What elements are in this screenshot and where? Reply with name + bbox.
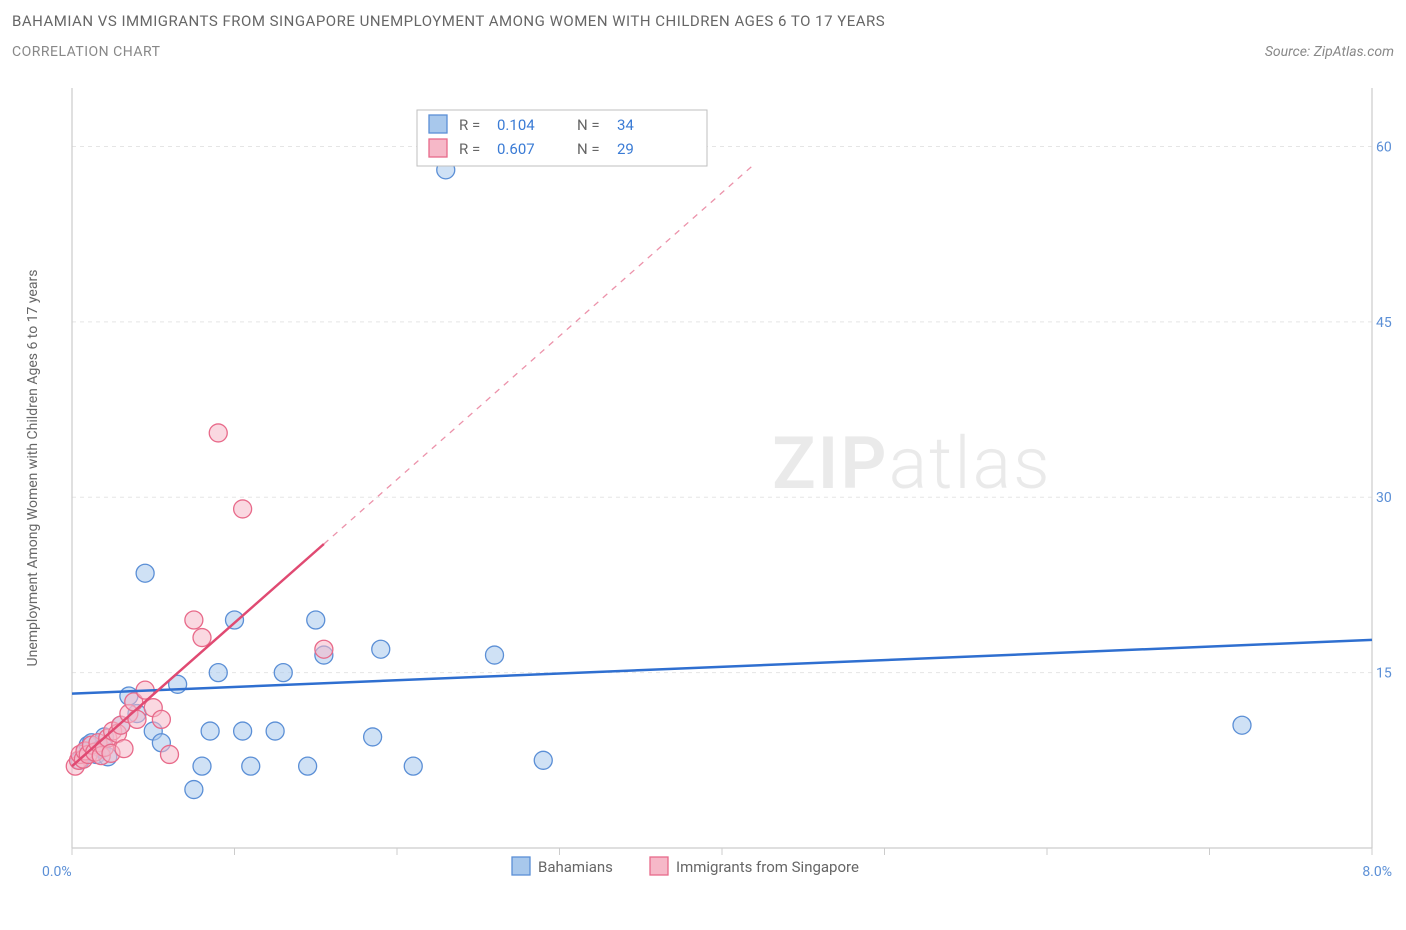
data-point [234, 722, 252, 740]
data-point [307, 611, 325, 629]
trend-line-extrapolated [324, 164, 755, 544]
y-axis-label: 15.0% [1376, 666, 1392, 682]
trend-line [72, 640, 1372, 694]
stats-swatch [429, 139, 447, 157]
data-point [486, 646, 504, 664]
data-point [274, 664, 292, 682]
scatter-chart: 0.0% 8.0% 15.0% 30.0% 45.0% 60.0% Unemployment… [12, 68, 1392, 908]
stats-r-value: 0.104 [497, 116, 535, 134]
y-axis-label: 30.0% [1376, 490, 1392, 506]
data-point [226, 611, 244, 629]
chart-title: BAHAMIAN VS IMMIGRANTS FROM SINGAPORE UN… [12, 12, 1394, 30]
data-point [185, 781, 203, 799]
legend-swatch [512, 857, 530, 875]
data-point [136, 564, 154, 582]
data-point [209, 424, 227, 442]
stats-n-value: 34 [617, 116, 634, 134]
x-axis-label: 8.0% [1362, 864, 1392, 880]
data-point [209, 664, 227, 682]
data-point [193, 757, 211, 775]
stats-n-label: N = [577, 116, 600, 134]
data-point [299, 757, 317, 775]
data-point [161, 745, 179, 763]
chart-container: 0.0% 8.0% 15.0% 30.0% 45.0% 60.0% Unemployment… [12, 68, 1394, 908]
data-point [315, 640, 333, 658]
data-point [193, 629, 211, 647]
y-axis-label: 45.0% [1376, 315, 1392, 331]
data-point [185, 611, 203, 629]
legend-swatch [650, 857, 668, 875]
stats-n-value: 29 [617, 140, 634, 158]
y-axis-title: Unemployment Among Women with Children A… [25, 270, 41, 667]
chart-subtitle: CORRELATION CHART [12, 44, 160, 60]
data-point [201, 722, 219, 740]
data-point [234, 500, 252, 518]
subtitle-row: CORRELATION CHART Source: ZipAtlas.com [12, 44, 1394, 60]
data-point [372, 640, 390, 658]
stats-r-label: R = [459, 140, 480, 158]
trend-line [72, 544, 324, 766]
legend-label: Bahamians [538, 858, 613, 876]
stats-n-label: N = [577, 140, 600, 158]
stats-swatch [429, 115, 447, 133]
data-point [364, 728, 382, 746]
data-point [242, 757, 260, 775]
data-point [1233, 716, 1251, 734]
y-axis-label: 60.0% [1376, 139, 1392, 155]
data-point [404, 757, 422, 775]
data-point [534, 751, 552, 769]
data-point [115, 740, 133, 758]
x-axis-label: 0.0% [42, 864, 72, 880]
data-point [266, 722, 284, 740]
source-label: Source: ZipAtlas.com [1265, 44, 1394, 60]
data-point [152, 710, 170, 728]
stats-r-value: 0.607 [497, 140, 535, 158]
legend-label: Immigrants from Singapore [676, 858, 859, 876]
stats-r-label: R = [459, 116, 480, 134]
